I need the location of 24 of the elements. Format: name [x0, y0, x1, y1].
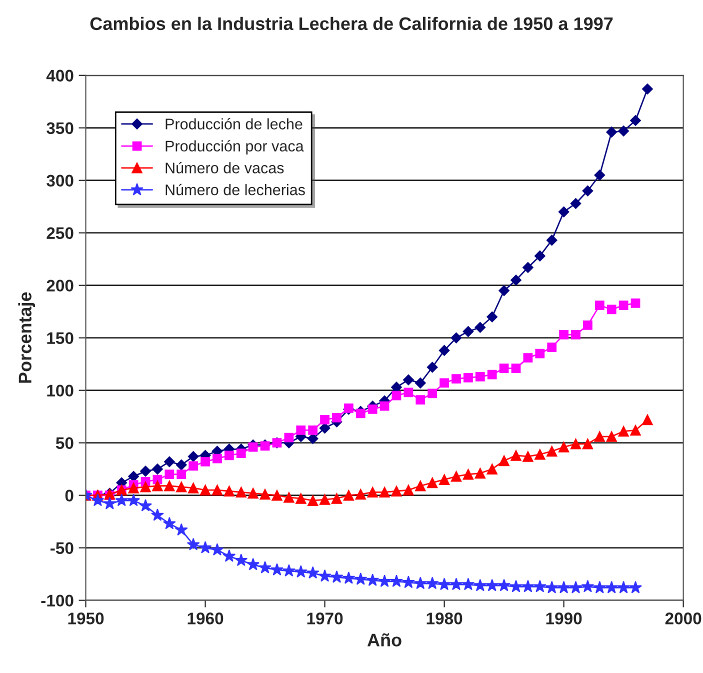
y-axis-title: Porcentaje: [18, 292, 36, 383]
x-tick-label: 1970: [307, 612, 343, 624]
y-tick-label: 100: [47, 384, 74, 397]
x-tick-label: 2000: [665, 612, 702, 624]
y-tick-label: -100: [41, 594, 74, 607]
y-tick-label: 250: [46, 227, 74, 240]
y-tick-label: 0: [65, 490, 74, 502]
y-tick-label: 350: [46, 122, 74, 134]
y-tick-label: 400: [46, 70, 74, 82]
x-tick-label: 1960: [188, 612, 224, 624]
x-tick-label: 1990: [546, 612, 582, 624]
y-tick-label: 200: [46, 280, 74, 292]
y-tick-label: 150: [47, 332, 74, 344]
legend-label: Número de lecherias: [166, 184, 305, 196]
legend-label: Producción por vaca: [166, 140, 304, 155]
y-tick-label: 50: [56, 437, 74, 450]
y-tick-label: -50: [50, 542, 74, 554]
y-tick-label: 300: [46, 174, 74, 187]
x-tick-label: 1950: [68, 612, 104, 624]
x-tick-label: 1980: [426, 612, 462, 624]
x-axis-title: Año: [367, 633, 402, 646]
chart-title: Cambios en la Industria Lechera de California de 1950 a 1997: [90, 16, 613, 30]
legend-label: Producción de leche: [166, 118, 302, 130]
legend-label: Número de vacas: [166, 162, 284, 174]
